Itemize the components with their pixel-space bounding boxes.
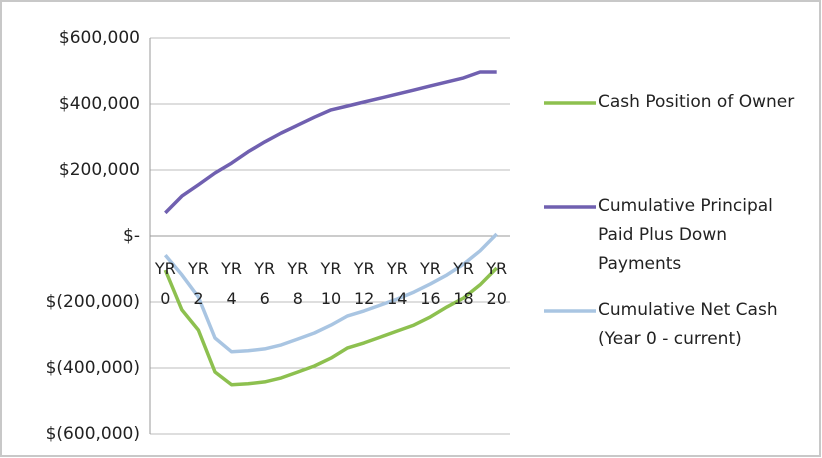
x-tick-label: YR 0 <box>154 259 176 308</box>
y-tick-label: $- <box>123 226 140 246</box>
legend-label: Cumulative Net Cash (Year 0 - current) <box>598 300 778 349</box>
series-line <box>164 70 497 215</box>
x-tick-label: YR 12 <box>353 259 375 308</box>
y-tick-label: $400,000 <box>59 94 140 114</box>
legend-label: Cash Position of Owner <box>598 92 795 112</box>
y-tick-label: $(200,000) <box>46 292 140 312</box>
legend-label: Cumulative Principal Paid Plus Down Paym… <box>598 196 773 274</box>
y-tick-label: $600,000 <box>59 28 140 48</box>
x-tick-label: YR 8 <box>287 259 309 308</box>
x-tick-label: YR 14 <box>386 259 408 308</box>
x-tick-label: YR 20 <box>486 259 508 308</box>
x-tick-label: YR 10 <box>320 259 342 308</box>
x-tick-label: YR 6 <box>254 259 276 308</box>
x-tick-label: YR 2 <box>187 259 209 308</box>
x-tick-label: YR 18 <box>453 259 474 308</box>
y-tick-label: $(600,000) <box>46 424 140 444</box>
series-line <box>163 266 498 387</box>
y-tick-label: $(400,000) <box>46 358 140 378</box>
x-tick-label: YR 16 <box>419 259 441 308</box>
x-tick-label: YR 4 <box>221 259 242 308</box>
y-tick-label: $200,000 <box>59 160 140 180</box>
series-line <box>163 232 498 354</box>
